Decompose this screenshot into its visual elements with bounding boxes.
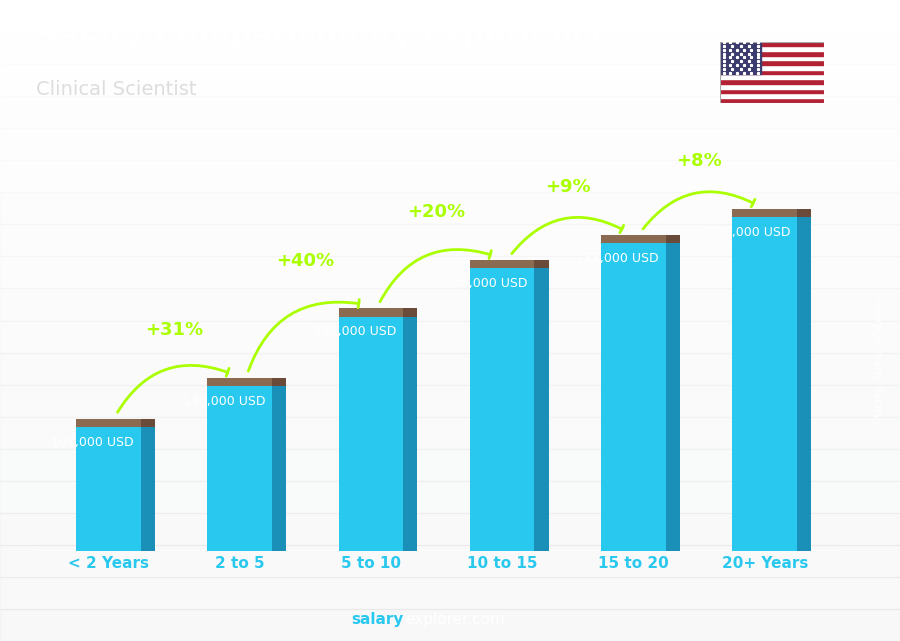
Bar	[403, 308, 418, 551]
Text: 276,000 USD: 276,000 USD	[707, 226, 790, 239]
Text: 255,000 USD: 255,000 USD	[576, 252, 659, 265]
Bar	[76, 419, 140, 551]
Bar	[720, 84, 824, 88]
Bar	[666, 235, 680, 551]
Bar	[720, 51, 824, 56]
Text: 235,000 USD: 235,000 USD	[446, 277, 527, 290]
Bar	[0, 609, 900, 641]
Bar	[601, 235, 666, 244]
Bar	[720, 93, 824, 98]
Bar	[797, 209, 811, 217]
Bar	[720, 46, 824, 51]
Bar	[720, 56, 824, 60]
Bar	[0, 513, 900, 545]
Bar	[0, 449, 900, 481]
Bar	[720, 65, 824, 70]
Bar	[0, 320, 900, 353]
Bar	[470, 260, 535, 551]
Text: 107,000 USD: 107,000 USD	[51, 436, 134, 449]
Bar	[0, 128, 900, 160]
Bar	[720, 42, 761, 74]
Bar	[0, 32, 900, 64]
Text: Average Yearly Salary: Average Yearly Salary	[872, 298, 883, 420]
Text: +8%: +8%	[676, 153, 722, 171]
Bar	[470, 260, 535, 268]
Bar	[720, 88, 824, 93]
Bar	[0, 385, 900, 417]
Bar	[0, 545, 900, 577]
Bar	[272, 378, 286, 551]
Text: +40%: +40%	[276, 252, 334, 270]
Text: Salary Comparison By Experience: Salary Comparison By Experience	[36, 22, 612, 51]
Bar	[720, 60, 824, 65]
Bar	[666, 235, 680, 244]
Bar	[0, 224, 900, 256]
Bar	[0, 481, 900, 513]
Bar	[338, 308, 403, 317]
Bar	[207, 378, 272, 386]
Bar	[535, 260, 549, 268]
Bar	[797, 209, 811, 551]
Bar	[733, 209, 797, 217]
Bar	[0, 353, 900, 385]
Bar	[207, 378, 272, 551]
Text: salary: salary	[351, 612, 403, 627]
Bar	[0, 64, 900, 96]
Bar	[0, 417, 900, 449]
Text: +31%: +31%	[145, 321, 202, 339]
Bar	[140, 419, 155, 551]
Bar	[0, 256, 900, 288]
Bar	[720, 74, 824, 79]
Bar	[0, 96, 900, 128]
Text: 140,000 USD: 140,000 USD	[183, 395, 265, 408]
Bar	[720, 70, 824, 74]
Bar	[720, 98, 824, 103]
Text: +9%: +9%	[545, 178, 590, 196]
Text: explorer.com: explorer.com	[405, 612, 505, 627]
Bar	[601, 235, 666, 551]
Bar	[535, 260, 549, 551]
Bar	[76, 419, 140, 427]
Bar	[733, 209, 797, 551]
Text: Clinical Scientist: Clinical Scientist	[36, 80, 196, 99]
Bar	[0, 0, 900, 32]
Bar	[720, 42, 824, 46]
Text: 196,000 USD: 196,000 USD	[314, 326, 396, 338]
Text: +20%: +20%	[408, 203, 465, 221]
Bar	[0, 577, 900, 609]
Bar	[403, 308, 418, 317]
Bar	[0, 192, 900, 224]
Bar	[0, 288, 900, 320]
Bar	[720, 79, 824, 84]
Bar	[140, 419, 155, 427]
Bar	[272, 378, 286, 386]
Bar	[338, 308, 403, 551]
Bar	[0, 160, 900, 192]
